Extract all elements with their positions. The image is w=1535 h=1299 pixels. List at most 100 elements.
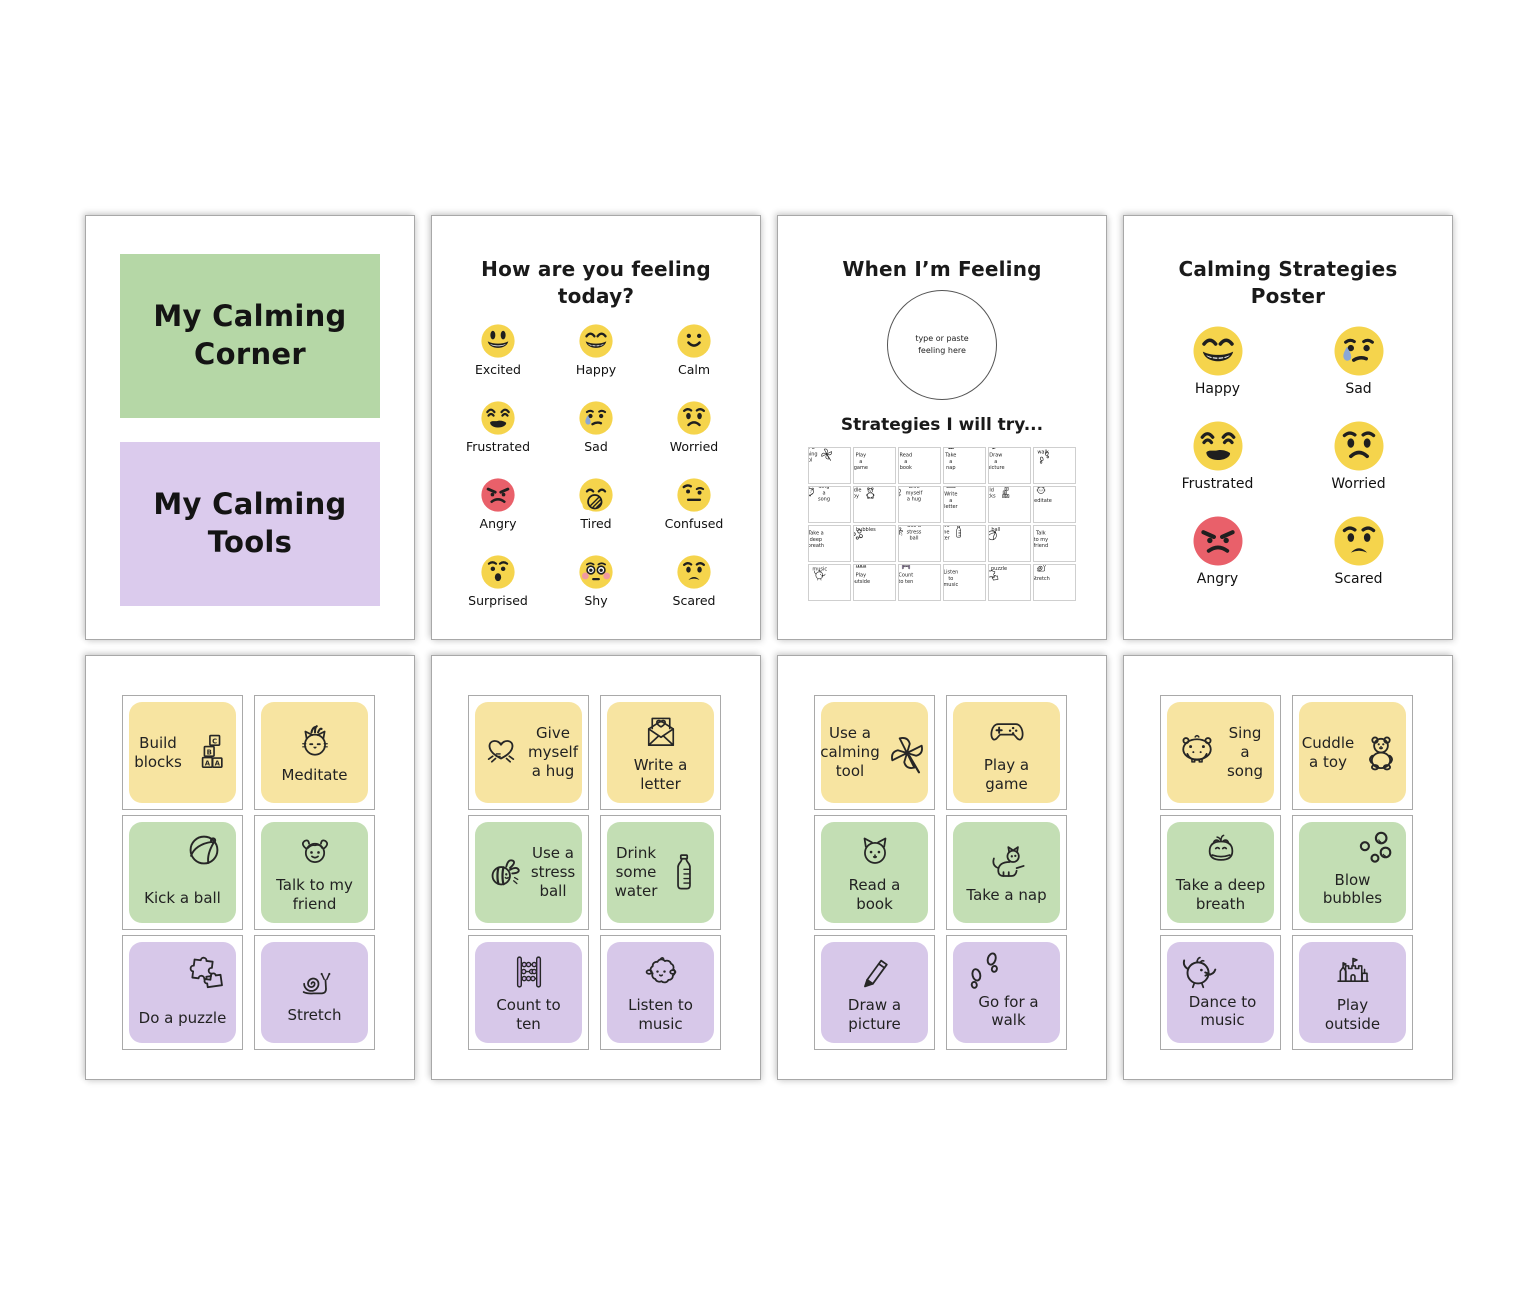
mini-card-label: Take a nap — [945, 451, 957, 471]
card-label: Sing a song — [1226, 724, 1264, 780]
mini-strategy-card: Talk to my friend — [1033, 525, 1076, 562]
card-label: Count to ten — [496, 996, 561, 1033]
card-label: Listen to music — [628, 996, 693, 1033]
card-label: Stretch — [287, 1005, 342, 1024]
strategy-card: Meditate — [254, 695, 375, 810]
sheep-icon — [944, 564, 958, 568]
ball-icon — [181, 828, 227, 874]
mini-strategy-card: Read a book — [898, 447, 941, 484]
mini-card-label: Give myself a hug — [905, 486, 923, 502]
calm-face-icon — [675, 322, 713, 360]
cat-meditate-icon — [294, 721, 336, 763]
sandcastle-icon — [1332, 951, 1374, 993]
card-label: Kick a ball — [144, 889, 221, 908]
emoji-item: Excited — [449, 322, 547, 399]
card-label: Go for a walk — [978, 992, 1039, 1030]
mini-strategy-card: Take a deep breath — [808, 525, 851, 562]
emoji-label: Shy — [584, 593, 608, 608]
mini-strategy-card: Give myself a hug — [898, 486, 941, 523]
mini-card-label: Draw a picture — [988, 451, 1005, 471]
mini-card-label: Play outside — [853, 572, 871, 585]
mini-card-label: Use a calming tool — [808, 447, 818, 463]
card-label: Use a stress ball — [530, 844, 576, 900]
mini-card-label: Count to ten — [898, 572, 914, 585]
emoji-item: Frustrated — [449, 399, 547, 476]
strategy-card: Play outside — [1292, 935, 1413, 1050]
frustrated-face-icon — [1190, 418, 1246, 474]
teddy-icon — [863, 486, 878, 500]
mini-card-label: Cuddle a toy — [853, 486, 862, 499]
mini-card-label: Meditate — [1034, 497, 1052, 504]
strategy-card: Take a nap — [946, 815, 1067, 930]
strategy-card: Count to ten — [468, 935, 589, 1050]
mini-strategy-card: Build blocks — [988, 486, 1031, 523]
mini-strategy-grid: Use a calming tool Play a game Read a bo… — [778, 447, 1106, 601]
mini-strategy-card: Dance to music — [808, 564, 851, 601]
feeling-input-circle[interactable]: type or paste feeling here — [887, 290, 997, 400]
page-when-im-feeling: When I’m Feeling type or paste feeling h… — [777, 215, 1107, 640]
strategy-card: Use a stress ball — [468, 815, 589, 930]
emoji-label: Angry — [479, 516, 517, 531]
banner-label: My Calming Tools — [153, 487, 347, 559]
emoji-label: Sad — [584, 439, 608, 454]
mini-card-label: Build blocks — [988, 486, 996, 499]
pencil-icon — [989, 447, 1003, 451]
mini-strategy-card: Write a letter — [943, 486, 986, 523]
mini-strategy-card: Blow bubbles — [853, 525, 896, 562]
mini-card-label: Use a stress ball — [906, 525, 922, 541]
page-feelings-chart: How are you feeling today? Excited Happy… — [431, 215, 761, 640]
cat-nap-icon — [944, 447, 958, 451]
emoji-label: Worried — [669, 439, 719, 454]
emoji-label: Angry — [1196, 571, 1239, 587]
emoji-item: Sad — [1288, 323, 1429, 418]
strategy-card: Sing a song — [1160, 695, 1281, 810]
envelope-icon — [944, 486, 958, 490]
page-cards-4: Sing a song Cuddle a toy Take a deep bre… — [1123, 655, 1453, 1080]
page-title: How are you feeling today? — [481, 257, 711, 308]
card-label: Do a puzzle — [138, 1009, 227, 1028]
blocks-icon — [187, 731, 231, 775]
page-cards-2: Give myself a hug Write a letter Use a s… — [431, 655, 761, 1080]
emoji-label: Confused — [664, 516, 724, 531]
banner-label: My Calming Corner — [153, 299, 347, 371]
strategy-card: Go for a walk — [946, 935, 1067, 1050]
strategy-card: Blow bubbles — [1292, 815, 1413, 930]
shy-face-icon — [577, 553, 615, 591]
card-label: Meditate — [281, 765, 348, 784]
emoji-label: Happy — [575, 362, 617, 377]
card-label: Build blocks — [134, 733, 182, 771]
strategy-card: Talk to my friend — [254, 815, 375, 930]
banner-my-calming-corner: My Calming Corner — [120, 254, 380, 418]
heart-hands-icon — [898, 486, 904, 500]
strategy-card: Drink some water — [600, 815, 721, 930]
emoji-item: Scared — [1288, 513, 1429, 608]
heart-hands-icon — [479, 731, 523, 775]
worried-face-icon — [675, 399, 713, 437]
emoji-item: Sad — [547, 399, 645, 476]
emoji-label: Happy — [1194, 381, 1241, 397]
banner-my-calming-tools: My Calming Tools — [120, 442, 380, 606]
strategy-card: Stretch — [254, 935, 375, 1050]
cat-nap-icon — [986, 841, 1028, 883]
snail-icon — [1034, 564, 1048, 574]
strategy-card: Do a puzzle — [122, 935, 243, 1050]
teddy-icon — [1359, 731, 1403, 775]
emoji-item: Angry — [1147, 513, 1288, 608]
mini-card-label: Write a letter — [944, 490, 958, 510]
abacus-icon — [508, 951, 550, 993]
strategy-card: Draw a picture — [814, 935, 935, 1050]
card-label: Play outside — [1324, 996, 1381, 1033]
footprints-icon — [962, 948, 1008, 994]
chick-icon — [1176, 948, 1222, 994]
mini-strategy-card: Draw a picture — [988, 447, 1031, 484]
pencil-icon — [854, 951, 896, 993]
poster-emoji-grid: Happy Sad Frustrated Worried Angry — [1124, 323, 1452, 608]
strategy-card: Dance to music — [1160, 935, 1281, 1050]
hippo-icon — [1175, 731, 1219, 775]
mini-card-label: Do a puzzle — [990, 565, 1008, 572]
mini-strategy-card: Sing a song — [808, 486, 851, 523]
emoji-item: Angry — [449, 476, 547, 553]
mini-strategy-card: Count to ten — [898, 564, 941, 601]
card-label: Take a nap — [966, 885, 1047, 904]
